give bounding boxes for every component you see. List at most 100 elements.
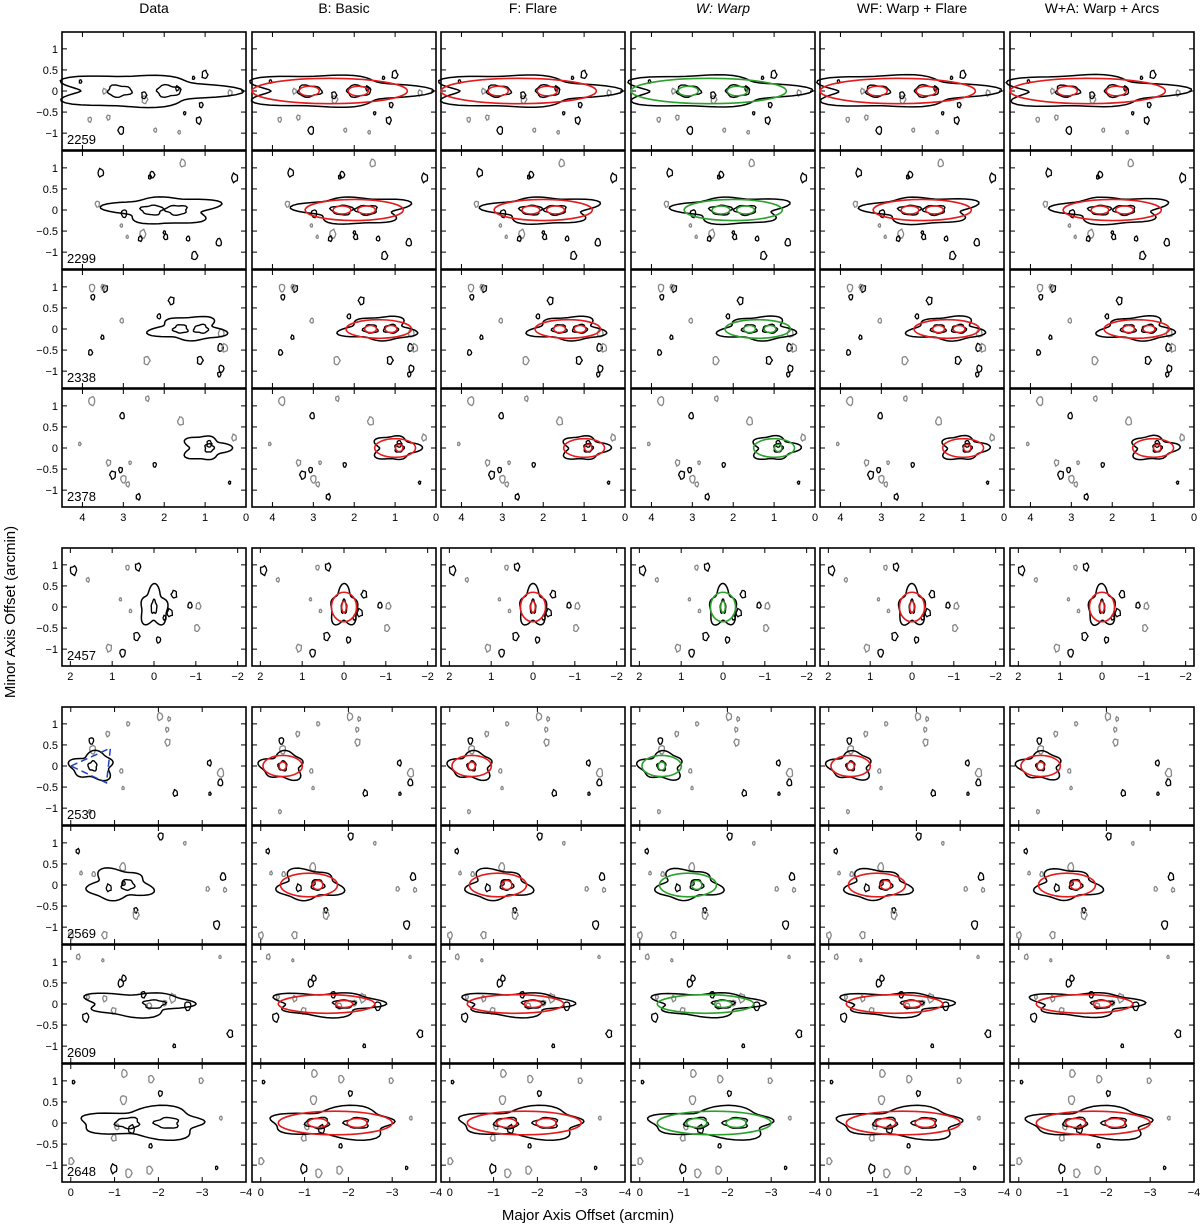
negative-noise-contour [1053, 730, 1059, 738]
negative-noise-contour [357, 715, 362, 723]
noise-contour [593, 1165, 598, 1171]
negative-noise-contour [904, 1165, 912, 1175]
negative-noise-contour [195, 601, 202, 611]
noise-contour [1164, 778, 1172, 787]
negative-noise-contour [1042, 200, 1049, 208]
noise-contour [977, 871, 985, 882]
x-tick-label: −4 [240, 1187, 253, 1199]
noise-contour [753, 1001, 761, 1012]
negative-noise-contour [1053, 458, 1060, 468]
velocity-label: 2569 [67, 926, 96, 941]
noise-contour [184, 1001, 192, 1012]
noise-contour [108, 470, 117, 481]
model-inner-contour [879, 879, 892, 891]
panel [630, 944, 816, 1064]
x-tick-label: −1 [1056, 1187, 1069, 1199]
negative-noise-contour [1048, 283, 1054, 292]
noise-contour [513, 562, 521, 573]
negative-noise-contour [527, 1074, 534, 1084]
panel [440, 269, 626, 389]
noise-contour [1100, 461, 1106, 469]
negative-noise-contour [464, 994, 470, 1000]
y-tick-label: 0.5 [43, 1097, 58, 1109]
noise-contour [585, 758, 591, 768]
negative-noise-contour [156, 711, 164, 722]
noise-contour [90, 293, 96, 301]
negative-noise-contour [697, 460, 702, 466]
noise-contour [137, 234, 143, 243]
noise-contour [450, 1079, 455, 1085]
negative-noise-contour [1092, 395, 1098, 403]
model-inner-contour [394, 443, 404, 453]
noise-contour [564, 235, 570, 242]
noise-contour [121, 879, 126, 887]
noise-contour [855, 167, 863, 179]
model-contour [656, 1110, 772, 1136]
noise-contour [325, 492, 332, 502]
figure-xlabel: Major Axis Offset (arcmin) [502, 1207, 674, 1224]
negative-noise-contour [535, 711, 543, 722]
panel [251, 825, 437, 945]
x-tick-label: 1 [581, 512, 587, 524]
negative-noise-contour [1066, 596, 1071, 602]
noise-contour [309, 648, 316, 658]
noise-contour [650, 1012, 659, 1024]
data-inner-contour [1099, 1116, 1128, 1130]
negative-noise-contour [1143, 601, 1150, 611]
noise-contour [133, 906, 139, 914]
noise-contour [536, 1089, 542, 1098]
model-inner-contour [1114, 205, 1135, 215]
model-inner-contour [713, 999, 733, 1009]
negative-noise-contour [697, 608, 702, 614]
panel [630, 269, 816, 389]
negative-noise-contour [656, 116, 662, 123]
model-inner-contour [874, 1117, 897, 1129]
noise-contour [1144, 355, 1153, 365]
negative-noise-contour [105, 643, 113, 654]
noise-contour [155, 636, 162, 644]
negative-noise-contour [883, 1168, 891, 1179]
panel: −1 −0.5 0 0.5 1 2530 [36, 706, 247, 826]
panel: −1 −0.5 0 0.5 1 4 3 2 1 0 2378 [36, 388, 249, 524]
noise-contour [959, 69, 967, 80]
y-tick-label: 0.5 [43, 184, 58, 196]
noise-contour [710, 91, 717, 100]
negative-noise-contour [843, 994, 849, 1001]
negative-noise-contour [511, 910, 519, 921]
noise-contour [374, 1001, 382, 1012]
negative-noise-contour [879, 785, 883, 791]
y-tick-label: −0.5 [36, 464, 58, 476]
model-inner-contour [952, 324, 966, 334]
noise-contour [347, 1089, 353, 1098]
noise-contour [405, 237, 413, 247]
noise-contour [110, 1162, 118, 1175]
noise-contour [484, 882, 491, 893]
noise-contour [1067, 411, 1073, 420]
noise-contour [198, 101, 204, 109]
negative-noise-contour [105, 458, 112, 468]
noise-contour [970, 920, 979, 930]
data-inner-contour [113, 1116, 141, 1130]
noise-contour [1053, 882, 1060, 893]
panel: 0 −1 −2 −3 −4 [819, 1063, 1010, 1199]
noise-contour [261, 1079, 266, 1085]
panel-frame [440, 1063, 626, 1183]
negative-noise-contour [688, 861, 696, 872]
negative-noise-contour [290, 930, 298, 940]
data-contour [1047, 196, 1170, 226]
y-tick-label: 0 [52, 86, 58, 98]
panel: −1 −0.5 0 0.5 1 2569 [36, 825, 247, 945]
x-tick-label: −2 [531, 1187, 544, 1199]
negative-noise-contour [669, 930, 677, 940]
noise-contour [920, 233, 927, 241]
y-tick-label: −0.5 [36, 623, 58, 635]
noise-contour [448, 564, 457, 577]
negative-noise-contour [785, 767, 794, 778]
negative-noise-contour [956, 1077, 963, 1085]
model-contour [845, 993, 944, 1015]
noise-contour [536, 832, 543, 841]
negative-noise-contour [456, 441, 461, 447]
panel: 0 −1 −2 −3 −4 [251, 1063, 442, 1199]
negative-noise-contour [953, 601, 960, 611]
negative-noise-contour [1016, 930, 1022, 941]
